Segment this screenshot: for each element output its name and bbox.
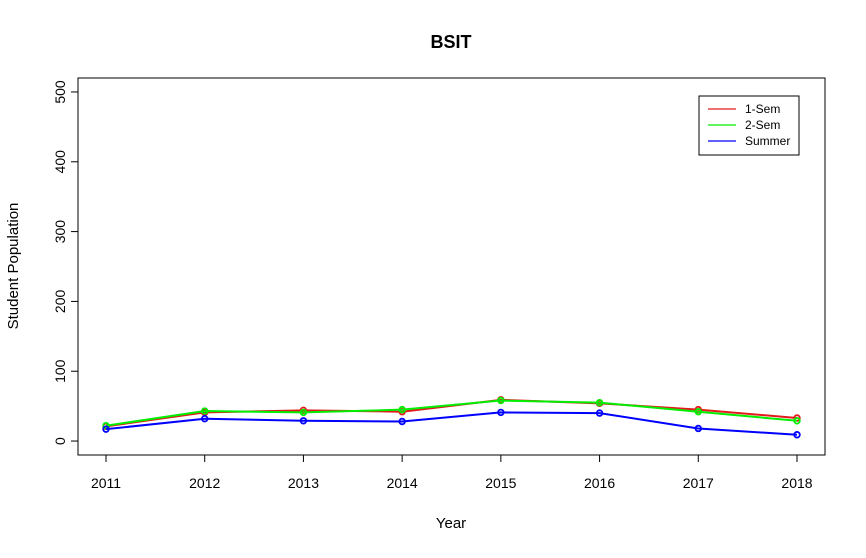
data-point-summer (102, 425, 110, 433)
data-point-1-sem (793, 414, 801, 422)
series-layer (102, 396, 801, 439)
data-point-summer (694, 424, 702, 433)
x-tick-label: 2011 (91, 475, 121, 491)
series-line-1-sem (105, 398, 798, 428)
data-point-summer (497, 408, 505, 417)
data-point-2-sem (793, 417, 801, 425)
data-point-2-sem (398, 405, 406, 414)
series-line-2-sem (105, 399, 798, 427)
y-tick-label: 200 (52, 290, 68, 314)
x-tick-label: 2014 (387, 475, 418, 491)
y-axis: 0 100 200 300 400 500 (52, 80, 79, 445)
data-point-2-sem (497, 396, 505, 405)
x-tick-label: 2013 (288, 475, 319, 491)
data-point-2-sem (595, 398, 604, 407)
y-tick-label: 500 (52, 80, 68, 104)
x-tick-label: 2018 (781, 475, 812, 491)
data-point-2-sem (694, 408, 702, 416)
y-tick-label: 0 (52, 437, 68, 445)
data-point-summer (793, 431, 801, 439)
legend-label-2-sem: 2-Sem (745, 118, 780, 132)
legend-label-1-sem: 1-Sem (745, 102, 780, 116)
legend: 1-Sem 2-Sem Summer (698, 95, 800, 156)
data-point-summer (299, 417, 308, 425)
x-axis-label: Year (436, 515, 466, 532)
x-axis: 2011 2012 2013 2014 2015 2016 2017 2018 (91, 454, 813, 491)
data-point-2-sem (299, 408, 308, 417)
data-point-summer (398, 417, 406, 426)
legend-label-summer: Summer (745, 134, 790, 148)
x-tick-label: 2016 (584, 475, 615, 491)
y-axis-label: Student Population (5, 203, 22, 330)
x-tick-label: 2015 (485, 475, 516, 491)
data-point-summer (595, 409, 604, 417)
x-tick-label: 2017 (683, 475, 714, 491)
y-tick-label: 400 (52, 150, 68, 174)
y-tick-label: 100 (52, 359, 68, 383)
series-line-summer (105, 411, 798, 436)
data-point-2-sem (201, 407, 209, 415)
data-point-summer (201, 414, 209, 423)
chart-title: BSIT (430, 32, 471, 52)
x-tick-label: 2012 (189, 475, 220, 491)
y-tick-label: 300 (52, 220, 68, 244)
